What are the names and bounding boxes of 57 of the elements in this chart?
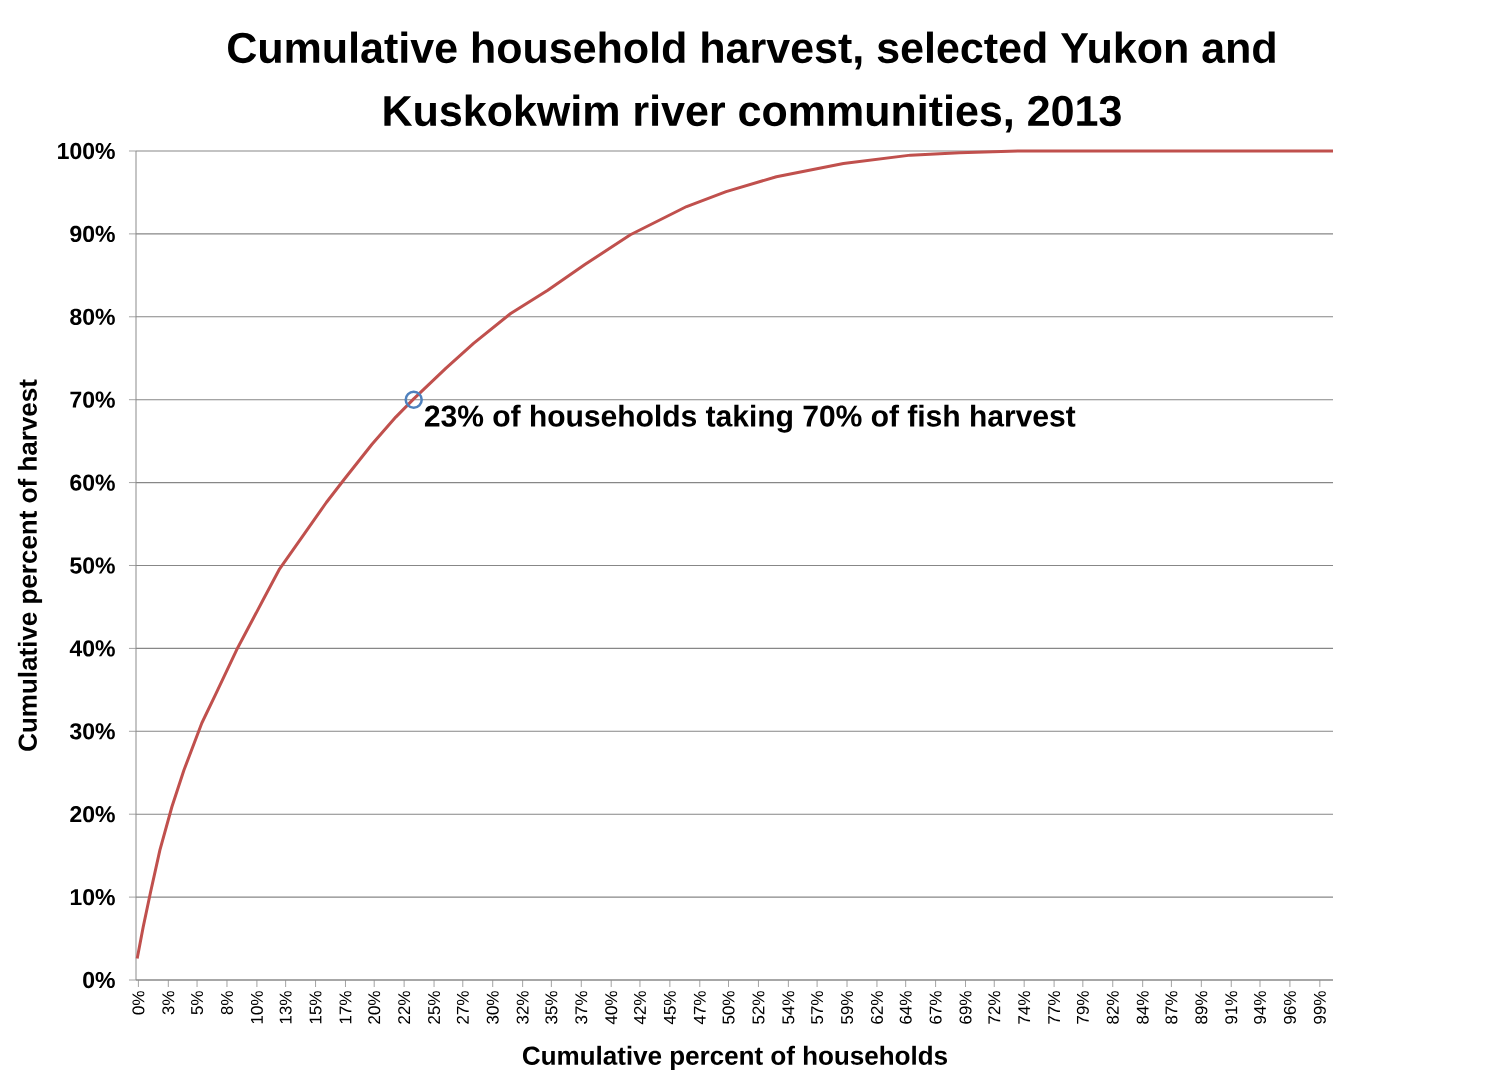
- x-axis-title: Cumulative percent of households: [522, 1045, 947, 1071]
- x-tick-label: 5%: [191, 991, 204, 1015]
- x-tick-label: 59%: [841, 991, 854, 1024]
- x-tick-label: 67%: [929, 991, 942, 1024]
- x-tick-label: 62%: [870, 991, 883, 1024]
- y-tick-label: 70%: [70, 391, 115, 408]
- y-tick-label: 30%: [69, 723, 115, 740]
- x-tick-label: 50%: [722, 991, 735, 1024]
- x-tick-label: 99%: [1313, 991, 1326, 1024]
- y-tick-label: 60%: [70, 474, 115, 491]
- x-tick-label: 3%: [162, 991, 175, 1015]
- x-tick-label: 15%: [309, 991, 322, 1024]
- x-tick-label: 72%: [988, 991, 1001, 1024]
- x-tick-label: 35%: [545, 991, 558, 1024]
- y-tick-label: 10%: [70, 888, 115, 906]
- y-tick-label: 50%: [70, 557, 115, 574]
- x-tick-label: 32%: [516, 991, 529, 1024]
- x-tick-label: 74%: [1018, 991, 1031, 1024]
- x-tick-label: 45%: [663, 991, 676, 1025]
- x-tick-label: 47%: [693, 991, 706, 1025]
- x-tick-label: 25%: [428, 991, 441, 1024]
- x-tick-label: 82%: [1106, 991, 1119, 1024]
- x-tick-label: 37%: [575, 991, 588, 1024]
- x-tick-label: 0%: [132, 991, 145, 1015]
- y-tick-label: 40%: [69, 640, 115, 657]
- x-tick-label: 94%: [1253, 991, 1267, 1024]
- y-tick-label: 80%: [70, 308, 115, 325]
- y-tick-label: 0%: [83, 971, 115, 989]
- x-tick-label: 54%: [782, 991, 795, 1024]
- x-tick-label: 27%: [456, 991, 469, 1024]
- x-tick-label: 52%: [752, 991, 765, 1024]
- chart-title: Cumulative household harvest, selected Yukon and Kuskokwim river communities, 2013: [228, 31, 1275, 133]
- x-tick-label: 20%: [368, 991, 381, 1024]
- x-tick-label: 57%: [811, 991, 824, 1024]
- x-tick-label: 40%: [605, 991, 618, 1025]
- x-tick-label: 79%: [1076, 991, 1089, 1024]
- x-tick-label: 13%: [279, 991, 292, 1024]
- x-tick-label: 69%: [959, 991, 972, 1024]
- y-axis-title: Cumulative percent of harvest: [17, 379, 43, 751]
- x-tick-label: 87%: [1165, 991, 1178, 1024]
- x-tick-label: 10%: [250, 991, 263, 1024]
- y-tick-label: 90%: [70, 225, 115, 243]
- x-tick-label: 77%: [1048, 991, 1061, 1024]
- x-tick-label: 8%: [220, 991, 233, 1015]
- x-tick-label: 42%: [633, 991, 646, 1025]
- x-tick-label: 84%: [1136, 991, 1149, 1024]
- x-tick-label: 17%: [339, 991, 352, 1024]
- y-tick-label: 100%: [58, 142, 115, 160]
- line-series: [135, 149, 1335, 960]
- x-tick-label: 96%: [1283, 991, 1296, 1024]
- x-tick-label: 22%: [398, 991, 411, 1024]
- x-tick-label: 30%: [486, 991, 499, 1024]
- x-tick-label: 91%: [1225, 991, 1238, 1024]
- x-tick-label: 64%: [899, 991, 912, 1024]
- x-tick-label: 89%: [1195, 991, 1208, 1024]
- annotation: 23% of households taking 70% of fish harvest: [424, 404, 1076, 433]
- y-tick-label: 20%: [70, 806, 115, 823]
